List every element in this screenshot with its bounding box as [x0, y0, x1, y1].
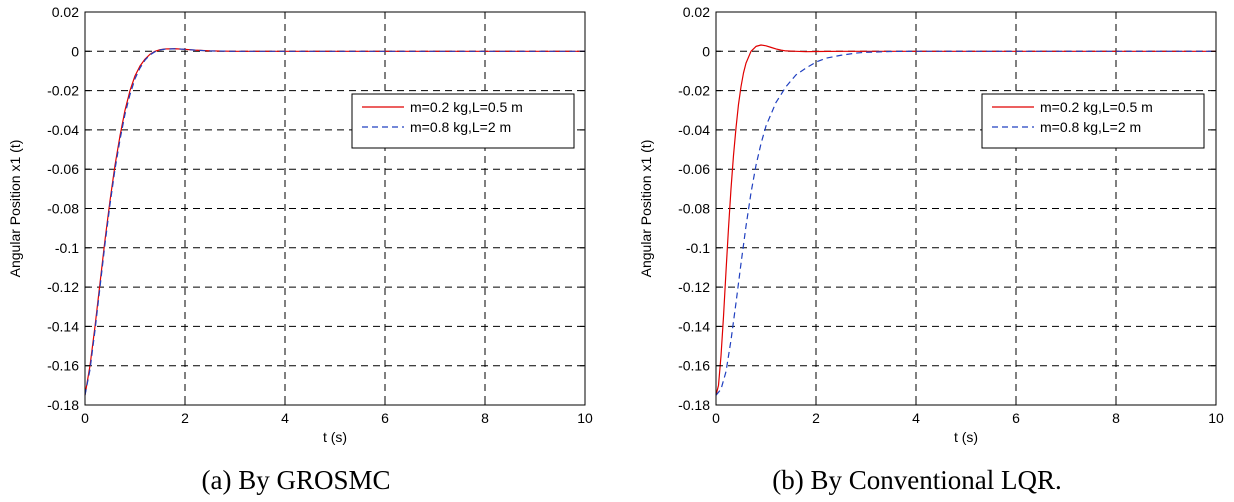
series-line-1 [84, 48, 585, 396]
legend-label-0: m=0.2 kg,L=0.5 m [1040, 99, 1153, 115]
legend-label-1: m=0.8 kg,L=2 m [410, 119, 511, 135]
y-axis-label: Angular Position x1 (t) [638, 140, 654, 278]
x-tick-label: 6 [1012, 410, 1020, 426]
legend-box [351, 93, 575, 149]
y-tick-label: -0.1 [55, 240, 79, 256]
plot-area [85, 12, 585, 405]
y-tick-label: -0.12 [47, 279, 79, 295]
x-tick-label: 10 [1208, 410, 1224, 426]
plot-area [716, 12, 1216, 405]
x-tick-label: 10 [577, 410, 593, 426]
x-axis-label: t (s) [954, 429, 978, 445]
x-tick-label: 0 [81, 410, 89, 426]
y-axis-label: Angular Position x1 (t) [7, 140, 23, 278]
legend-label-1: m=0.8 kg,L=2 m [1040, 119, 1141, 135]
caption-b: (b) By Conventional LQR. [772, 465, 1061, 495]
legend-label-0: m=0.2 kg,L=0.5 m [410, 99, 523, 115]
y-tick-label: -0.02 [47, 83, 79, 99]
x-tick-label: 4 [912, 410, 920, 426]
y-tick-label: -0.14 [678, 318, 710, 334]
y-tick-label: -0.08 [47, 201, 79, 217]
x-axis-label: t (s) [323, 429, 347, 445]
x-tick-label: 6 [381, 410, 389, 426]
y-tick-label: -0.18 [47, 397, 79, 413]
x-tick-label: 8 [481, 410, 489, 426]
y-tick-label: 0.02 [52, 4, 79, 20]
legend-box [981, 93, 1205, 149]
chart-panel-b: (b) By Conventional LQR. 0 2 4 6 8 100.020-0.… [638, 4, 1224, 495]
y-tick-label: 0 [71, 43, 79, 59]
x-tick-label: 2 [812, 410, 820, 426]
x-tick-label: 2 [181, 410, 189, 426]
y-tick-label: -0.18 [678, 397, 710, 413]
y-tick-label: -0.16 [47, 358, 79, 374]
x-tick-label: 4 [281, 410, 289, 426]
y-tick-label: -0.14 [47, 318, 79, 334]
y-tick-label: 0.02 [683, 4, 710, 20]
y-tick-label: -0.04 [678, 122, 710, 138]
y-tick-label: -0.08 [678, 201, 710, 217]
x-tick-label: 8 [1112, 410, 1120, 426]
series-line-0 [715, 44, 1216, 396]
caption-a: (a) By GROSMC [201, 465, 390, 495]
y-tick-label: 0 [702, 43, 710, 59]
chart-panel-a: (a) By GROSMC 0 2 4 6 8 10 0.02 0 -0.02 -0.04 -0.0… [7, 4, 593, 495]
x-tick-label: 0 [712, 410, 720, 426]
y-tick-label: -0.12 [678, 279, 710, 295]
y-tick-label: -0.02 [678, 83, 710, 99]
y-tick-label: -0.16 [678, 358, 710, 374]
y-tick-label: -0.06 [47, 161, 79, 177]
y-tick-label: -0.1 [686, 240, 710, 256]
series-line-1 [715, 50, 1216, 396]
y-tick-label: -0.06 [678, 161, 710, 177]
y-tick-label: -0.04 [47, 122, 79, 138]
